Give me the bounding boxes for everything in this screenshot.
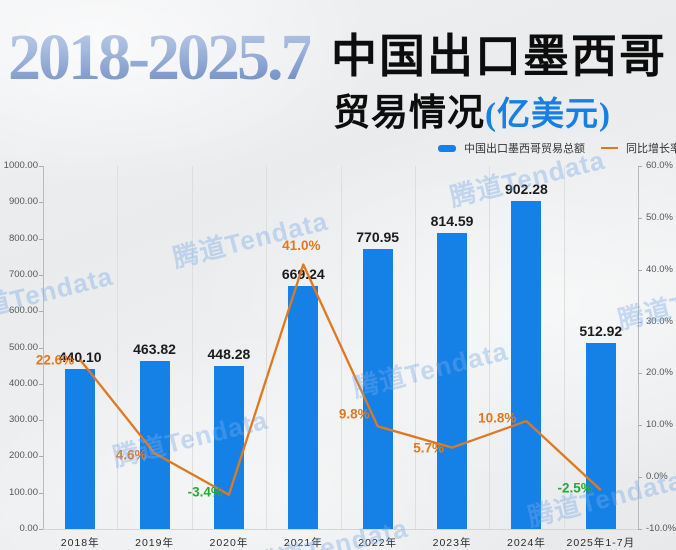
- left-axis-tick: [39, 274, 43, 276]
- left-axis-tick: [39, 492, 43, 494]
- right-axis-tick: [638, 321, 642, 323]
- left-axis-tick-label: 600.00: [8, 305, 38, 317]
- left-axis-tick-label: 300.00: [8, 414, 38, 426]
- gridline: [340, 166, 342, 529]
- left-axis-tick: [39, 383, 43, 385]
- right-axis-tick-label: -10.0%: [646, 523, 676, 534]
- x-axis-label: 2021年: [283, 537, 323, 549]
- left-axis-tick: [39, 238, 43, 240]
- right-axis-tick: [638, 529, 642, 530]
- left-axis-tick-label: 100.00: [8, 486, 38, 498]
- legend-line-label: 同比增长率: [626, 143, 676, 155]
- left-axis-tick-label: 0.00: [19, 523, 39, 534]
- right-axis-tick: [638, 217, 642, 219]
- growth-point-label: 4.6%: [115, 447, 147, 463]
- right-axis-tick-label: 20.0%: [646, 367, 673, 379]
- bar-value-label: 512.92: [579, 322, 623, 339]
- gridline: [563, 166, 565, 529]
- right-axis-tick-label: 30.0%: [646, 315, 673, 327]
- bar: [585, 342, 616, 529]
- left-axis-line: [43, 166, 44, 529]
- right-axis-line: [638, 166, 639, 529]
- left-axis-tick: [39, 202, 43, 204]
- left-axis-tick-label: 700.00: [8, 268, 38, 280]
- left-axis-tick-label: 800.00: [8, 232, 38, 244]
- bar: [437, 233, 468, 529]
- x-axis-label: 2019年: [135, 537, 174, 549]
- left-axis-tick: [39, 311, 43, 313]
- right-axis-tick-label: 50.0%: [646, 211, 673, 223]
- bar-value-label: 669.24: [281, 266, 325, 283]
- left-axis-tick: [39, 166, 43, 167]
- bar-value-label: 770.95: [356, 229, 400, 246]
- x-axis-label: 2020年: [209, 537, 249, 549]
- right-axis-tick: [638, 269, 642, 271]
- bar-value-label: 448.28: [207, 346, 251, 363]
- left-axis-tick-label: 500.00: [8, 341, 38, 353]
- bar: [288, 286, 319, 529]
- bar: [139, 360, 170, 529]
- legend-bar-label: 中国出口墨西哥贸易总额: [464, 143, 585, 155]
- legend-bar-swatch: [438, 144, 456, 152]
- left-axis-tick-label: 200.00: [8, 450, 38, 462]
- right-axis-tick: [638, 425, 642, 427]
- x-axis-line: [43, 529, 638, 530]
- right-axis-tick-label: 60.0%: [646, 160, 673, 171]
- left-axis-tick: [39, 347, 43, 349]
- bar: [213, 366, 244, 529]
- x-axis-label: 2022年: [358, 537, 398, 549]
- left-axis-tick: [39, 420, 43, 422]
- left-axis-tick: [39, 456, 43, 458]
- right-axis-tick-label: 0.0%: [646, 471, 668, 483]
- bar: [362, 249, 393, 529]
- x-axis-label: 2025年1-7月: [566, 537, 636, 549]
- legend-line-swatch: [601, 147, 618, 149]
- growth-point-label: 22.6%: [35, 352, 75, 368]
- bar-value-label: 902.28: [505, 181, 548, 198]
- right-axis-tick: [638, 373, 642, 375]
- right-axis-tick-label: 40.0%: [646, 263, 673, 275]
- growth-point-label: -3.4%: [187, 484, 223, 500]
- title-sub-text: 贸易情况: [333, 93, 485, 134]
- right-axis-tick: [638, 477, 642, 479]
- title-sub: 贸易情况(亿美元): [333, 82, 611, 136]
- right-axis-tick-label: 10.0%: [646, 419, 673, 431]
- title-main: 中国出口墨西哥: [331, 31, 667, 82]
- growth-point-label: 41.0%: [282, 237, 321, 253]
- legend: 中国出口墨西哥贸易总额 同比增长率: [438, 140, 676, 156]
- right-axis-tick: [638, 166, 642, 167]
- growth-point-label: 9.8%: [338, 406, 370, 422]
- left-axis-tick-label: 400.00: [8, 377, 38, 389]
- x-axis-label: 2023年: [432, 537, 472, 549]
- growth-point-label: 10.8%: [478, 410, 517, 426]
- left-axis-tick: [39, 529, 43, 530]
- left-axis-tick-label: 900.00: [8, 196, 38, 208]
- bar: [65, 369, 96, 529]
- x-axis-label: 2024年: [507, 537, 546, 549]
- bar: [511, 201, 542, 529]
- left-axis-tick-label: 1000.00: [3, 160, 38, 171]
- growth-point-label: -2.5%: [557, 480, 593, 496]
- title-period: 2018-2025.7: [8, 12, 313, 104]
- bar-value-label: 814.59: [430, 213, 474, 230]
- x-axis-label: 2018年: [60, 537, 100, 549]
- growth-point-label: 5.7%: [413, 440, 445, 456]
- title-unit: (亿美元): [485, 97, 611, 133]
